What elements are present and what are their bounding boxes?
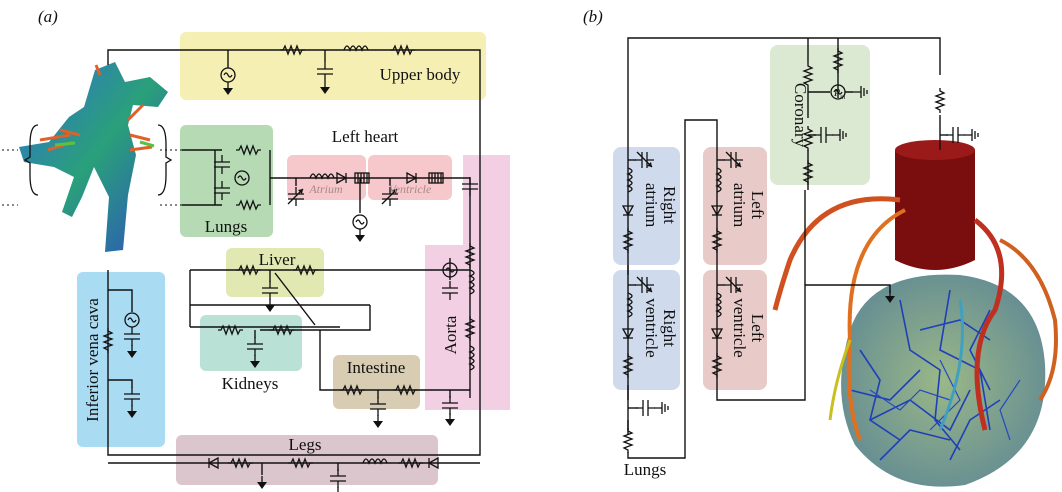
- shape: [19, 62, 168, 252]
- label-liver: Liver: [259, 250, 296, 269]
- circuit-element: [936, 88, 944, 113]
- label-intestine: Intestine: [347, 358, 406, 377]
- circuit-element: [355, 229, 365, 242]
- panel-label: (b): [583, 7, 603, 26]
- label-lungs: Lungs: [624, 460, 667, 479]
- circuit-element: [265, 299, 275, 312]
- circuit-element: [445, 413, 455, 426]
- label-left-heart: Left heart: [332, 127, 399, 146]
- region-coronary: [770, 45, 870, 185]
- label-upper-body: Upper body: [380, 65, 461, 84]
- circuit-element: [654, 402, 668, 414]
- shape: [895, 143, 975, 271]
- region-kidneys: [200, 315, 302, 371]
- label-legs: Legs: [288, 435, 321, 454]
- label-coronary: Coronary: [791, 83, 810, 148]
- label-ivc: Inferior vena cava: [83, 298, 102, 422]
- label-right-atrium: Rightatrium: [642, 183, 679, 227]
- shape: [158, 125, 171, 195]
- circuit-element: [373, 415, 383, 428]
- label-aorta: Aorta: [441, 315, 460, 354]
- panel-label: (a): [38, 7, 58, 26]
- label-ventricle: Ventricle: [389, 182, 432, 196]
- shape: [895, 140, 975, 160]
- figure: (a) Upper body Left heart Atr: [0, 0, 1062, 492]
- label-kidneys: Kidneys: [222, 374, 279, 393]
- label-atrium: Atrium: [308, 182, 343, 196]
- circuit-element: [636, 400, 655, 416]
- circuit-element: [353, 215, 367, 229]
- heart-model: [775, 140, 1056, 487]
- circuit-element: [964, 129, 978, 141]
- circuit-element: [333, 487, 343, 492]
- label-lungs: Lungs: [205, 217, 248, 236]
- shape: [841, 275, 1045, 487]
- vessel-model: [19, 62, 168, 252]
- circuit-element: [946, 127, 965, 143]
